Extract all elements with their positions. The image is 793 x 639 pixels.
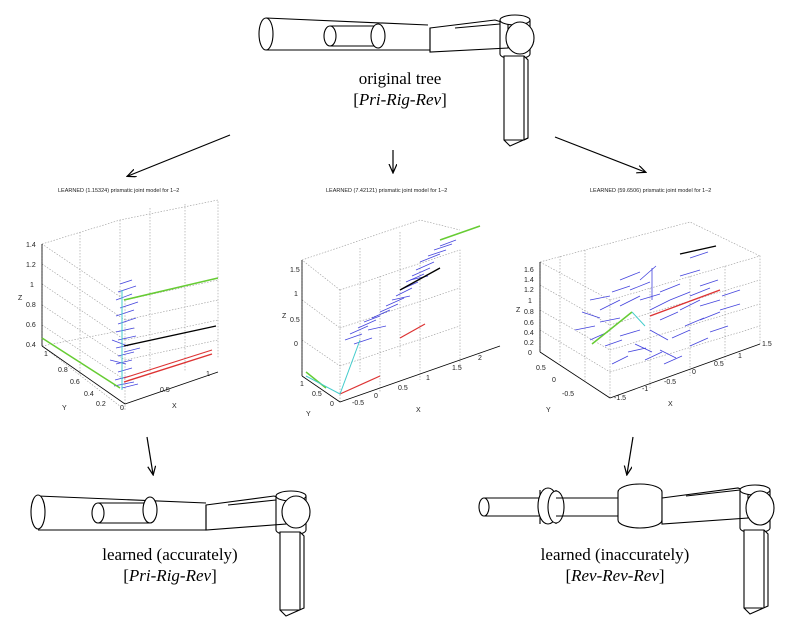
- p1-xtick-2: 1: [206, 371, 210, 378]
- p3-ztick-0: 1.6: [524, 267, 534, 274]
- p2-ztick-0: 1.5: [290, 267, 300, 274]
- arrow-down-left: [146, 436, 153, 474]
- p2-xtick-0: -0.5: [352, 400, 364, 407]
- p3-ytick-0: 0.5: [536, 365, 546, 372]
- arrow-to-left-panel: [128, 134, 231, 176]
- p3-ztick-4: 0.8: [524, 309, 534, 316]
- panel-right-title: LEARNED (59.6506) prismatic joint model …: [590, 188, 712, 194]
- bottom-right-caption: learned (inaccurately) [Rev-Rev-Rev]: [500, 544, 730, 586]
- p3-ytick-1: 0: [552, 377, 556, 384]
- bottom-right-caption-line2: Rev-Rev-Rev: [571, 566, 659, 585]
- p1-ytick-0: 1: [44, 351, 48, 358]
- p2-ytick-1: 0.5: [312, 391, 322, 398]
- p3-xtick-5: 1: [738, 353, 742, 360]
- bottom-right-robot-drawing: [478, 483, 775, 615]
- p1-ztick-0: 1.4: [26, 242, 36, 249]
- p2-xtick-5: 2: [478, 355, 482, 362]
- p1-ztick-2: 1: [30, 282, 34, 289]
- p3-ylabel: Y: [546, 407, 551, 414]
- p1-ztick-1: 1.2: [26, 262, 36, 269]
- p3-zlabel: Z: [516, 307, 521, 314]
- p1-xlabel: X: [172, 403, 177, 410]
- arrow-down-right: [627, 436, 634, 474]
- p2-zlabel: Z: [282, 313, 287, 320]
- bottom-left-caption: learned (accurately) [Pri-Rig-Rev]: [60, 544, 280, 586]
- bottom-left-robot-drawing: [30, 490, 311, 617]
- p3-xtick-1: -1: [642, 386, 648, 393]
- p3-ztick-7: 0.2: [524, 340, 534, 347]
- p1-ztick-3: 0.8: [26, 302, 36, 309]
- p1-ytick-2: 0.6: [70, 379, 80, 386]
- p3-xtick-6: 1.5: [762, 341, 772, 348]
- p1-ytick-4: 0.2: [96, 401, 106, 408]
- p3-ztick-5: 0.6: [524, 320, 534, 327]
- p3-ztick-3: 1: [528, 298, 532, 305]
- p1-zlabel: Z: [18, 295, 23, 302]
- p2-ztick-3: 0: [294, 341, 298, 348]
- p3-ztick-6: 0.4: [524, 330, 534, 337]
- p2-ztick-1: 1: [294, 291, 298, 298]
- p2-ytick-2: 0: [330, 401, 334, 408]
- p3-ztick-2: 1.2: [524, 287, 534, 294]
- p2-ylabel: Y: [306, 411, 311, 418]
- p3-ytick-2: -0.5: [562, 391, 574, 398]
- panel-right-plot: 1.6 1.4 1.2 1 0.8 0.6 0.4 0.2 0 Z -1.5 -…: [516, 221, 772, 414]
- p2-xtick-3: 1: [426, 375, 430, 382]
- top-caption-line1: original tree: [358, 69, 442, 88]
- p3-xlabel: X: [668, 401, 673, 408]
- bottom-left-caption-line2: Pri-Rig-Rev: [128, 566, 212, 585]
- panel-middle-title: LEARNED (7.42121) prismatic joint model …: [326, 188, 448, 194]
- p3-ztick-8: 0: [528, 350, 532, 357]
- p1-ylabel: Y: [62, 405, 67, 412]
- panel-left-title: LEARNED (1.15324) prismatic joint model …: [58, 188, 180, 194]
- p2-ztick-2: 0.5: [290, 317, 300, 324]
- top-caption-line2: Pri-Rig-Rev: [358, 90, 442, 109]
- p2-xtick-2: 0.5: [398, 385, 408, 392]
- panel-middle-plot: 1.5 1 0.5 0 Z -0.5 0 0.5 1 1.5 2 X 1 0.5…: [282, 219, 501, 418]
- p3-xtick-4: 0.5: [714, 361, 724, 368]
- bottom-right-caption-line1: learned (inaccurately): [540, 545, 690, 564]
- panel-left-plot: 1.4 1.2 1 0.8 0.6 0.4 Z 0 0.5 1 X 1 0.8 …: [18, 199, 219, 412]
- p2-xtick-4: 1.5: [452, 365, 462, 372]
- arrow-to-right-panel: [554, 136, 645, 172]
- p1-ztick-4: 0.6: [26, 322, 36, 329]
- top-caption: original tree [Pri-Rig-Rev]: [300, 68, 500, 110]
- p1-xtick-1: 0.5: [160, 387, 170, 394]
- p1-ztick-5: 0.4: [26, 342, 36, 349]
- p1-xtick-0: 0: [120, 405, 124, 412]
- p2-ytick-0: 1: [300, 381, 304, 388]
- bottom-left-caption-line1: learned (accurately): [102, 545, 238, 564]
- p2-xlabel: X: [416, 407, 421, 414]
- p3-xtick-0: -1.5: [614, 395, 626, 402]
- p1-ytick-3: 0.4: [84, 391, 94, 398]
- p3-ztick-1: 1.4: [524, 277, 534, 284]
- p2-xtick-1: 0: [374, 393, 378, 400]
- p1-ytick-1: 0.8: [58, 367, 68, 374]
- p3-xtick-2: -0.5: [664, 379, 676, 386]
- p3-xtick-3: 0: [692, 369, 696, 376]
- top-robot-drawing: [258, 14, 535, 147]
